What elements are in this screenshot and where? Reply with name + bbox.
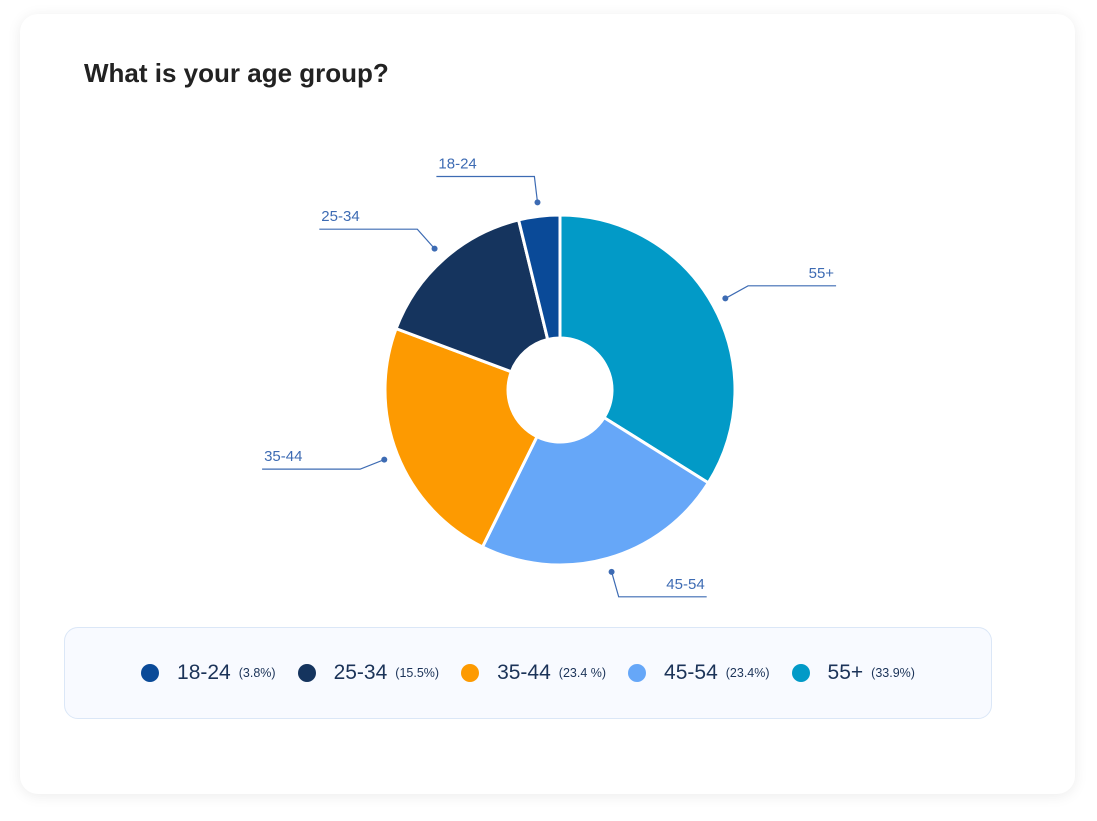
slice-25-34[interactable] — [394, 218, 550, 374]
legend-swatch — [461, 664, 480, 682]
legend-percent: (15.5%) — [395, 666, 440, 680]
slice-45-54[interactable] — [481, 416, 710, 567]
legend-swatch — [141, 664, 160, 682]
legend-item[interactable]: 25-34 (15.5%) — [297, 661, 440, 685]
legend-item[interactable]: 45-54 (23.4%) — [628, 661, 770, 685]
legend-percent: (23.4 %) — [558, 666, 607, 680]
legend-label: 18-24 — [177, 661, 231, 684]
legend-label: 35-44 — [497, 661, 551, 684]
legend-item[interactable]: 55+ (33.9%) — [791, 661, 915, 685]
slice-35-44[interactable] — [383, 327, 539, 549]
leader-line — [725, 285, 837, 299]
legend-swatch — [297, 664, 316, 682]
legend-label: 45-54 — [664, 661, 718, 684]
slice-label: 25-34 — [321, 208, 359, 225]
slice-label: 45-54 — [666, 576, 704, 593]
legend-swatch — [628, 664, 647, 682]
leader-line — [262, 459, 385, 470]
legend-percent: (23.4%) — [725, 666, 770, 680]
leader-line — [319, 228, 436, 250]
legend-swatch — [791, 664, 810, 682]
chart-title: What is your age group? — [84, 58, 389, 88]
slice-label: 35-44 — [264, 448, 302, 465]
legend-label: 25-34 — [333, 661, 388, 684]
legend-percent: (33.9%) — [871, 666, 915, 680]
leader-line — [611, 571, 707, 598]
legend-percent: (3.8%) — [238, 666, 276, 680]
legend-label: 55+ — [827, 661, 864, 684]
slice-label: 55+ — [809, 265, 835, 282]
legend: 18-24 (3.8%) 25-34 (15.5%) 35-44 (23.4 %) 45-5… — [64, 627, 992, 719]
legend-item[interactable]: 18-24 (3.8%) — [141, 661, 276, 685]
slice-label: 18-24 — [438, 156, 476, 173]
slice-18-24[interactable] — [517, 213, 562, 341]
slice-55+[interactable] — [558, 213, 737, 485]
legend-item[interactable]: 35-44 (23.4 %) — [461, 661, 606, 685]
leader-line — [436, 175, 539, 203]
